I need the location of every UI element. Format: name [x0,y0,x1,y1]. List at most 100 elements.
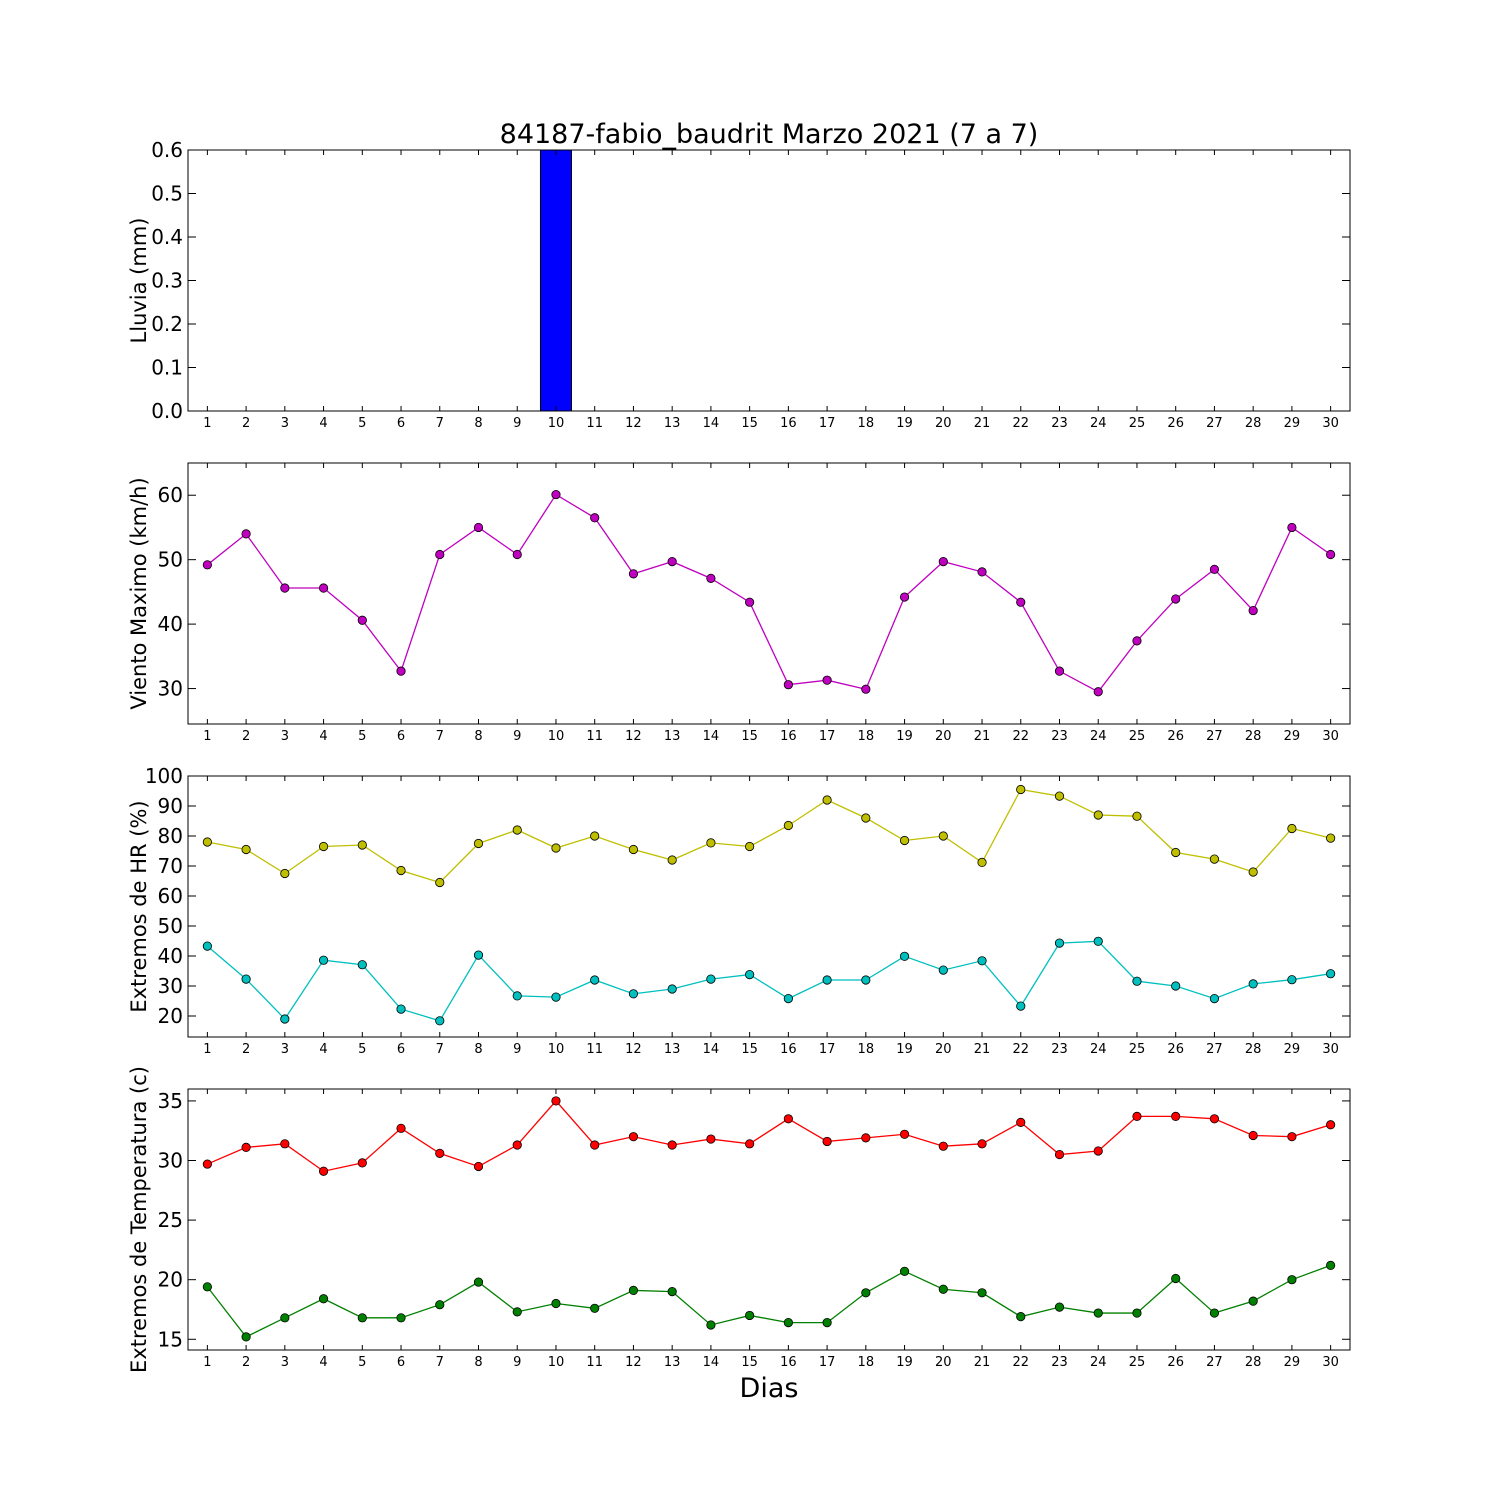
temperature-series-0-point-day-7 [435,1148,445,1158]
humidity-series-0-point-day-6 [396,865,406,876]
humidity-series-1-point-day-23 [1054,938,1065,948]
wind-y-axis-label: Viento Maximo (km/h) [127,477,151,709]
temperature-xtick-label-12: 12 [625,1355,642,1370]
humidity-series-0-point-day-16 [783,820,793,831]
temperature-series-0-point-day-25 [1132,1111,1142,1122]
humidity-series-0-point-day-13 [667,855,677,865]
humidity-series-1-point-day-28 [1248,979,1258,989]
humidity-series-0-point-day-27 [1209,854,1220,864]
temperature-series-0-point-day-19 [899,1129,910,1139]
temperature-series-1-point-day-12 [628,1285,639,1296]
humidity-series-0-point-day-12 [628,844,639,855]
humidity-xtick-label-30: 30 [1322,1042,1339,1057]
temperature-series-0-point-day-3 [280,1139,290,1149]
temperature-series-0-line [207,1099,1331,1172]
wind-xtick-label-7: 7 [436,729,444,744]
wind-xtick-label-11: 11 [586,729,603,744]
humidity-xtick-label-6: 6 [397,1042,405,1057]
humidity-series-0-point-day-26 [1171,847,1181,858]
wind-xtick-label-20: 20 [935,729,952,744]
humidity-xtick-label-7: 7 [436,1042,444,1057]
temperature-xtick-label-22: 22 [1012,1355,1029,1370]
humidity-series-1-point-day-2 [241,974,251,984]
humidity-xtick-label-22: 22 [1012,1042,1029,1057]
wind-series-0-point-day-5 [357,615,367,625]
humidity-ytick-label-2: 40 [158,944,183,968]
humidity-series-1-point-day-9 [512,991,522,1001]
temperature-series-1-point-day-8 [473,1277,484,1287]
humidity-xtick-label-13: 13 [664,1042,681,1057]
wind-ytick-label-2: 50 [158,548,183,572]
temperature-xtick-label-18: 18 [858,1355,875,1370]
temperature-series-0-point-day-5 [357,1158,367,1168]
humidity-series-0-point-day-4 [318,841,329,852]
humidity-series-0-point-day-21 [977,857,987,868]
wind-xtick-label-26: 26 [1167,729,1184,744]
humidity-series-1-point-day-21 [977,956,987,966]
wind-series-0-point-day-23 [1054,666,1065,676]
rain-xtick-label-25: 25 [1129,416,1146,431]
temperature-series-1-point-day-11 [590,1303,600,1313]
humidity-xtick-label-15: 15 [741,1042,758,1057]
humidity-series-1-point-day-13 [667,984,677,994]
humidity-series-1-point-day-14 [706,974,716,984]
temperature-ytick-label-4: 35 [158,1089,183,1113]
temperature-series-0-point-day-22 [1016,1117,1026,1127]
temperature-xtick-label-27: 27 [1206,1355,1223,1370]
temperature-series-1-point-day-21 [977,1288,987,1298]
chart-title: 84187-fabio_baudrit Marzo 2021 (7 a 7) [500,119,1039,150]
rain-ytick-label-5: 0.5 [151,182,183,206]
wind-series-0-point-day-29 [1287,522,1297,533]
temperature-xtick-label-4: 4 [319,1355,327,1370]
humidity-xtick-label-23: 23 [1051,1042,1068,1057]
rain-xtick-label-5: 5 [358,416,366,431]
humidity-xtick-label-26: 26 [1167,1042,1184,1057]
humidity-series-1-point-day-1 [202,941,212,951]
panel-temperature: 1 2 3 4 5 6 7 8 9 10 11 12 13 14 15 16 17 18 19 20 21 22 23 24 2… [127,1066,1351,1373]
humidity-xtick-label-19: 19 [896,1042,913,1057]
temperature-series-0-point-day-24 [1093,1146,1103,1156]
humidity-series-1-point-day-15 [745,969,755,980]
humidity-series-0-point-day-1 [202,837,212,847]
wind-series-0-point-day-14 [706,573,716,583]
temperature-ytick-label-1: 20 [158,1268,183,1292]
temperature-xtick-label-23: 23 [1051,1355,1068,1370]
humidity-series-1-point-day-5 [357,960,367,970]
temperature-xtick-label-20: 20 [935,1355,952,1370]
temperature-series-0-point-day-17 [822,1136,832,1147]
humidity-series-0-point-day-7 [435,877,445,888]
rain-xtick-label-11: 11 [586,416,603,431]
temperature-series-0-point-day-13 [667,1140,677,1150]
rain-xtick-label-24: 24 [1090,416,1107,431]
wind-xtick-label-29: 29 [1284,729,1301,744]
rain-xtick-label-30: 30 [1322,416,1339,431]
temperature-series-0-point-day-2 [241,1142,251,1152]
rain-xtick-label-17: 17 [819,416,836,431]
temperature-series-1-point-day-25 [1132,1308,1142,1318]
humidity-series-0-point-day-15 [745,841,755,852]
humidity-xtick-label-1: 1 [203,1042,211,1057]
humidity-series-1-point-day-22 [1016,1001,1026,1011]
wind-series-0-point-day-12 [628,569,639,579]
humidity-xtick-label-17: 17 [819,1042,836,1057]
wind-xtick-label-23: 23 [1051,729,1068,744]
rain-xtick-label-6: 6 [397,416,405,431]
temperature-series-1-point-day-17 [822,1317,832,1328]
temperature-series-0-point-day-10 [551,1096,561,1106]
rain-xtick-label-8: 8 [474,416,482,431]
rain-xtick-label-23: 23 [1051,416,1068,431]
wind-ytick-label-0: 30 [158,677,183,701]
humidity-xtick-label-16: 16 [780,1042,797,1057]
humidity-xtick-label-2: 2 [242,1042,250,1057]
wind-xtick-label-6: 6 [397,729,405,744]
humidity-series-0-point-day-24 [1093,810,1103,820]
temperature-series-0-point-day-8 [473,1161,484,1172]
wind-series-0-point-day-10 [551,489,561,500]
wind-series-0-point-day-19 [899,592,910,602]
rain-bar-day-10 [539,149,572,412]
humidity-series-1-point-day-29 [1287,975,1297,985]
temperature-xtick-label-19: 19 [896,1355,913,1370]
wind-series-0-line [206,493,1332,693]
wind-xtick-label-28: 28 [1245,729,1262,744]
wind-series-0-point-day-9 [512,549,522,560]
